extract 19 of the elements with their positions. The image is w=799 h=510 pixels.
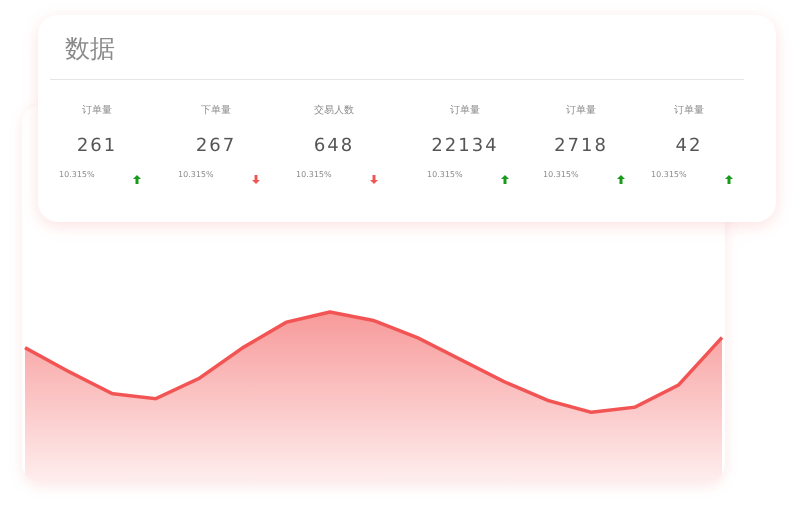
text: 10.315% [427, 170, 463, 179]
text: 10.315% [59, 170, 95, 179]
text: 22134 [430, 135, 500, 156]
category-label: 订单量 [673, 104, 705, 117]
text: 42 [674, 135, 704, 156]
text: 10.315% [651, 170, 687, 179]
text: 261 [76, 135, 118, 156]
category-label: 订单量 [565, 104, 597, 117]
category-label: 下单量 [200, 104, 232, 117]
text: 10.315% [543, 170, 579, 179]
category-label: 订单量 [81, 104, 113, 117]
text: 10.315% [178, 170, 214, 179]
text: 648 [312, 135, 356, 156]
text: 2718 [553, 135, 609, 156]
category-label: 交易人数 [313, 104, 355, 117]
text: 267 [194, 135, 238, 156]
text: 10.315% [296, 170, 332, 179]
category-label: 订单量 [449, 104, 481, 117]
text: 数据 [65, 33, 115, 65]
